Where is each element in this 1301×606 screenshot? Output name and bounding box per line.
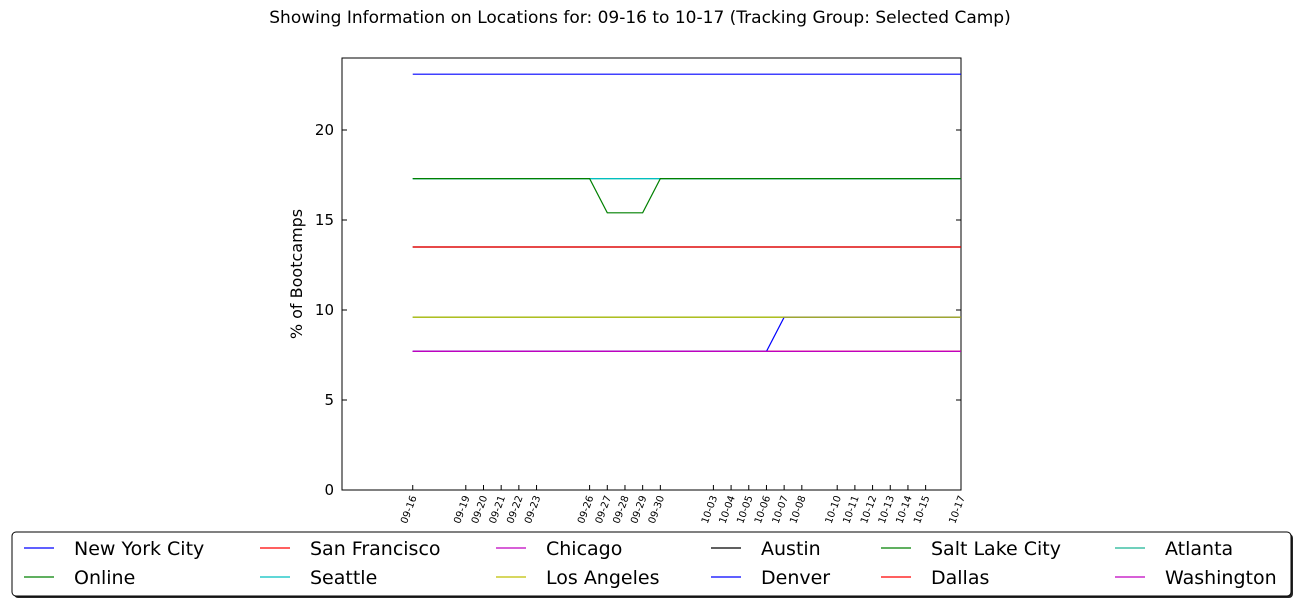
legend: New York City Online San Francisco Seattle C… bbox=[11, 531, 1293, 598]
legend-entry: Denver bbox=[761, 567, 830, 589]
plot-frame bbox=[341, 57, 962, 491]
legend-entry: Seattle bbox=[310, 567, 377, 589]
legend-entry: Los Angeles bbox=[546, 567, 659, 589]
legend-entry: Austin bbox=[761, 538, 821, 560]
legend-entry: Chicago bbox=[546, 538, 622, 560]
legend-box bbox=[11, 531, 1292, 597]
y-tick-label: 5 bbox=[324, 391, 334, 409]
legend-entry: San Francisco bbox=[310, 538, 441, 560]
legend-entry: Washington bbox=[1165, 567, 1277, 589]
legend-entry: New York City bbox=[74, 538, 204, 560]
x-tick-label: 10-15 bbox=[912, 494, 932, 525]
legend-entry: Dallas bbox=[931, 567, 989, 589]
y-tick-label: 10 bbox=[315, 301, 334, 319]
x-tick-label: 09-23 bbox=[523, 494, 543, 525]
legend-entry: Atlanta bbox=[1165, 538, 1233, 560]
series-line-denver bbox=[412, 316, 961, 352]
y-tick-label: 15 bbox=[315, 211, 334, 229]
y-axis-label: % of Bootcamps bbox=[287, 209, 306, 339]
legend-entry: Online bbox=[74, 567, 135, 589]
legend-entry: Salt Lake City bbox=[931, 538, 1061, 560]
series-line-online bbox=[412, 178, 961, 214]
y-tick-label: 0 bbox=[324, 481, 334, 499]
x-tick-label: 10-08 bbox=[788, 494, 808, 525]
x-tick-label: 09-30 bbox=[647, 494, 667, 525]
x-tick-label: 09-16 bbox=[399, 494, 419, 525]
x-tick-label: 10-17 bbox=[948, 494, 968, 525]
chart-title: Showing Information on Locations for: 09… bbox=[269, 8, 1010, 28]
y-tick-label: 20 bbox=[315, 121, 334, 139]
